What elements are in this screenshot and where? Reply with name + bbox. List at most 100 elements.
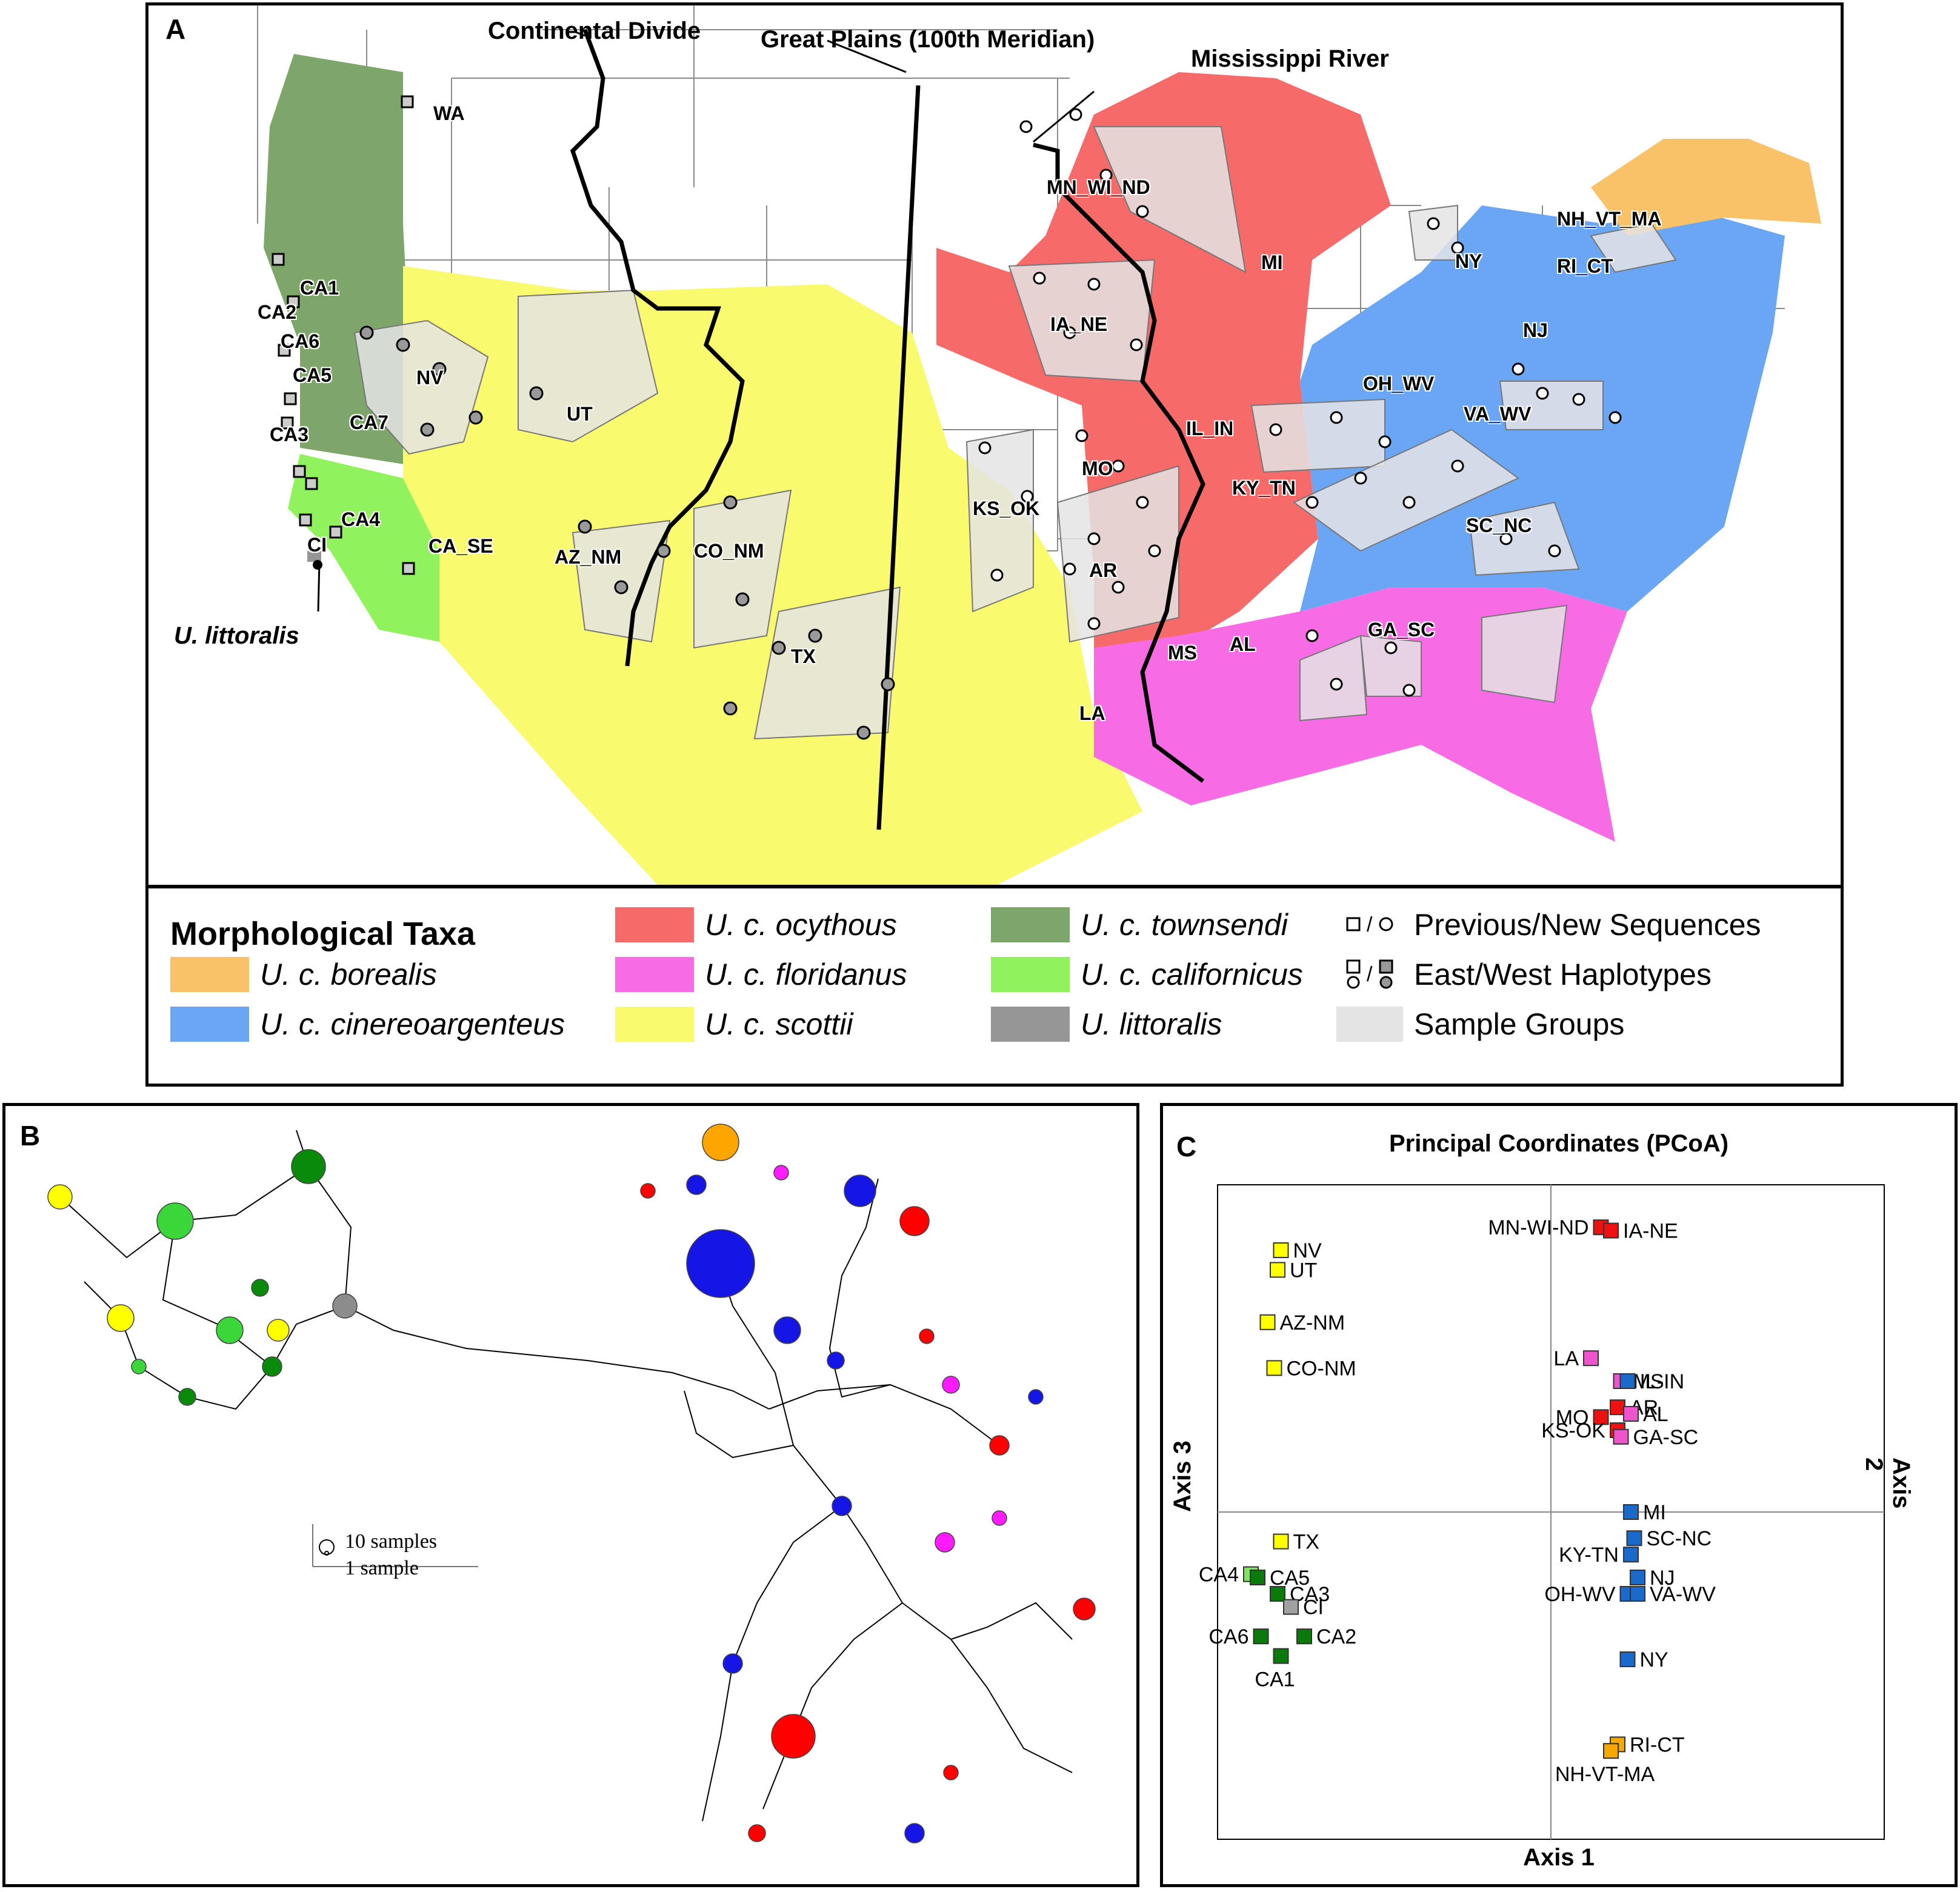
sample-group-label: CA_SE <box>428 535 493 557</box>
sample-group-label: MI <box>1261 251 1283 273</box>
scale-label-10: 10 samples <box>345 1530 438 1553</box>
haplotype-network-panel: B <box>2 1103 1139 1887</box>
borealis-range <box>1591 139 1821 236</box>
sample-group-label: CA6 <box>281 330 320 352</box>
pcoa-point-label: OH-WV <box>1544 1583 1615 1606</box>
great-plains-line <box>876 85 921 830</box>
pcoa-point <box>1270 1586 1285 1602</box>
pcoa-point <box>1623 1406 1639 1422</box>
sample-group-label: SC_NC <box>1466 515 1532 536</box>
legend-item-floridanus: U. c. floridanus <box>615 956 907 993</box>
scale-circle-large-icon <box>319 1539 335 1555</box>
pcoa-point <box>1273 1533 1289 1550</box>
sample-group-label: CA3 <box>270 424 309 445</box>
sample-group-label: CA5 <box>293 364 332 386</box>
pcoa-point-label: RI-CT <box>1630 1733 1685 1756</box>
pcoa-point <box>1619 1373 1636 1389</box>
sample-group-label: RI_CT <box>1557 255 1613 277</box>
sample-group-label: NH_VT_MA <box>1557 208 1662 230</box>
panel-letter-b: B <box>20 1120 41 1151</box>
littoralis-marker <box>313 560 322 570</box>
pcoa-ylabel-left: Axis 3 <box>1169 1441 1196 1512</box>
pcoa-point-label: LA <box>1553 1347 1579 1370</box>
panel-letter-a: A <box>165 13 186 45</box>
morphological-taxa-legend: Morphological Taxa U. c. borealis U. c. … <box>145 885 1844 1087</box>
legend-label: Sample Groups <box>1414 1007 1625 1041</box>
pcoa-point-label: AZ-NM <box>1280 1311 1345 1334</box>
legend-swatch <box>615 957 694 992</box>
ocythous-range <box>936 72 1391 648</box>
legend-swatch <box>991 1007 1070 1042</box>
pcoa-point-label: NH-VT-MA <box>1555 1763 1655 1786</box>
sample-group-label: TX <box>791 645 816 667</box>
sample-group-label: AR <box>1089 559 1118 581</box>
range-map-panel: A Continental Divide Great Plains (100th… <box>145 2 1844 888</box>
pcoa-point <box>1259 1314 1276 1330</box>
littoralis-label: U. littoralis <box>174 622 299 649</box>
sample-group-label: IL_IN <box>1186 418 1234 439</box>
sample-group-label: CO_NM <box>694 540 764 562</box>
pcoa-point <box>1610 1399 1625 1416</box>
legend-label: U. c. borealis <box>260 958 437 991</box>
pcoa-point-label: CA1 <box>1255 1668 1295 1691</box>
sample-group-label: NJ <box>1523 319 1548 341</box>
pcoa-point <box>1619 1651 1636 1667</box>
pcoa-point-label: MO <box>1556 1406 1589 1429</box>
pcoa-point <box>1583 1350 1599 1367</box>
square-slash-circle-icon: / <box>1346 913 1393 936</box>
legend-label: U. littoralis <box>1081 1007 1222 1041</box>
legend-item-townsendi: U. c. townsendi <box>991 907 1288 943</box>
legend-swatch <box>170 1007 249 1042</box>
mississippi-label: Mississippi River <box>1191 45 1389 72</box>
sample-group-label: MO <box>1082 458 1113 479</box>
legend-item-littoralis: U. littoralis <box>991 1006 1222 1042</box>
pcoa-point <box>1270 1262 1285 1278</box>
legend-label: U. c. cinereoargenteus <box>260 1007 565 1041</box>
network-nodes <box>47 1124 1096 1844</box>
pcoa-point-label: CA6 <box>1208 1625 1248 1648</box>
pcoa-point <box>1593 1409 1609 1425</box>
legend-swatch <box>991 957 1070 992</box>
legend-title: Morphological Taxa <box>170 916 476 952</box>
legend-swatch <box>615 907 694 942</box>
legend-label: U. c. townsendi <box>1081 908 1288 942</box>
pcoa-point <box>1266 1360 1282 1376</box>
pcoa-point-label: VA-WV <box>1650 1583 1716 1606</box>
sample-group-label: IA_NE <box>1050 313 1108 335</box>
pcoa-panel: C Principal Coordinates (PCoA) NV UT AZ-NM… <box>1160 1103 1958 1887</box>
legend-symbol-haplotypes: / East/West Haplotypes <box>1336 956 1712 993</box>
pcoa-point-label: MN-WI-ND <box>1488 1216 1588 1239</box>
pcoa-point-label: CI <box>1303 1596 1324 1619</box>
white-gray-marker-icon: / <box>1346 959 1393 989</box>
sample-group-label: AL <box>1230 633 1256 655</box>
legend-item-californicus: U. c. californicus <box>991 956 1303 993</box>
pcoa-point <box>1630 1570 1645 1585</box>
pcoa-point <box>1296 1628 1312 1645</box>
pcoa-point-label: CA5 <box>1270 1567 1310 1590</box>
leader-lines <box>317 31 1095 612</box>
pcoa-point <box>1283 1599 1299 1615</box>
pcoa-point <box>1626 1530 1642 1547</box>
sample-group-label: LA <box>1079 702 1105 724</box>
pcoa-point-label: KY-TN <box>1559 1544 1619 1567</box>
pcoa-point <box>1603 1743 1619 1759</box>
pcoa-point-label: CO-NM <box>1287 1357 1356 1380</box>
legend-symbol-sample-groups: Sample Groups <box>1336 1006 1624 1042</box>
legend-item-scottii: U. c. scottii <box>615 1006 853 1042</box>
pcoa-point-label: MS <box>1633 1370 1664 1393</box>
range-map <box>257 5 1821 885</box>
sample-points <box>272 95 1622 740</box>
sample-group-label: KS_OK <box>973 498 1040 519</box>
legend-label: U. c. scottii <box>705 1007 853 1041</box>
pcoa-title: Principal Coordinates (PCoA) <box>1388 1130 1729 1157</box>
svg-text:/: / <box>1367 963 1373 986</box>
sample-group-label: CA1 <box>300 277 339 299</box>
sample-group-label: GA_SC <box>1368 619 1435 641</box>
pcoa-point-label: GA-SC <box>1633 1426 1699 1449</box>
network-edges <box>59 1130 1073 1822</box>
pcoa-point-label: CA4 <box>1199 1564 1239 1587</box>
legend-swatch <box>170 957 249 992</box>
legend-label: Previous/New Sequences <box>1414 908 1761 942</box>
pcoa-point-label: SC-NC <box>1647 1527 1712 1550</box>
